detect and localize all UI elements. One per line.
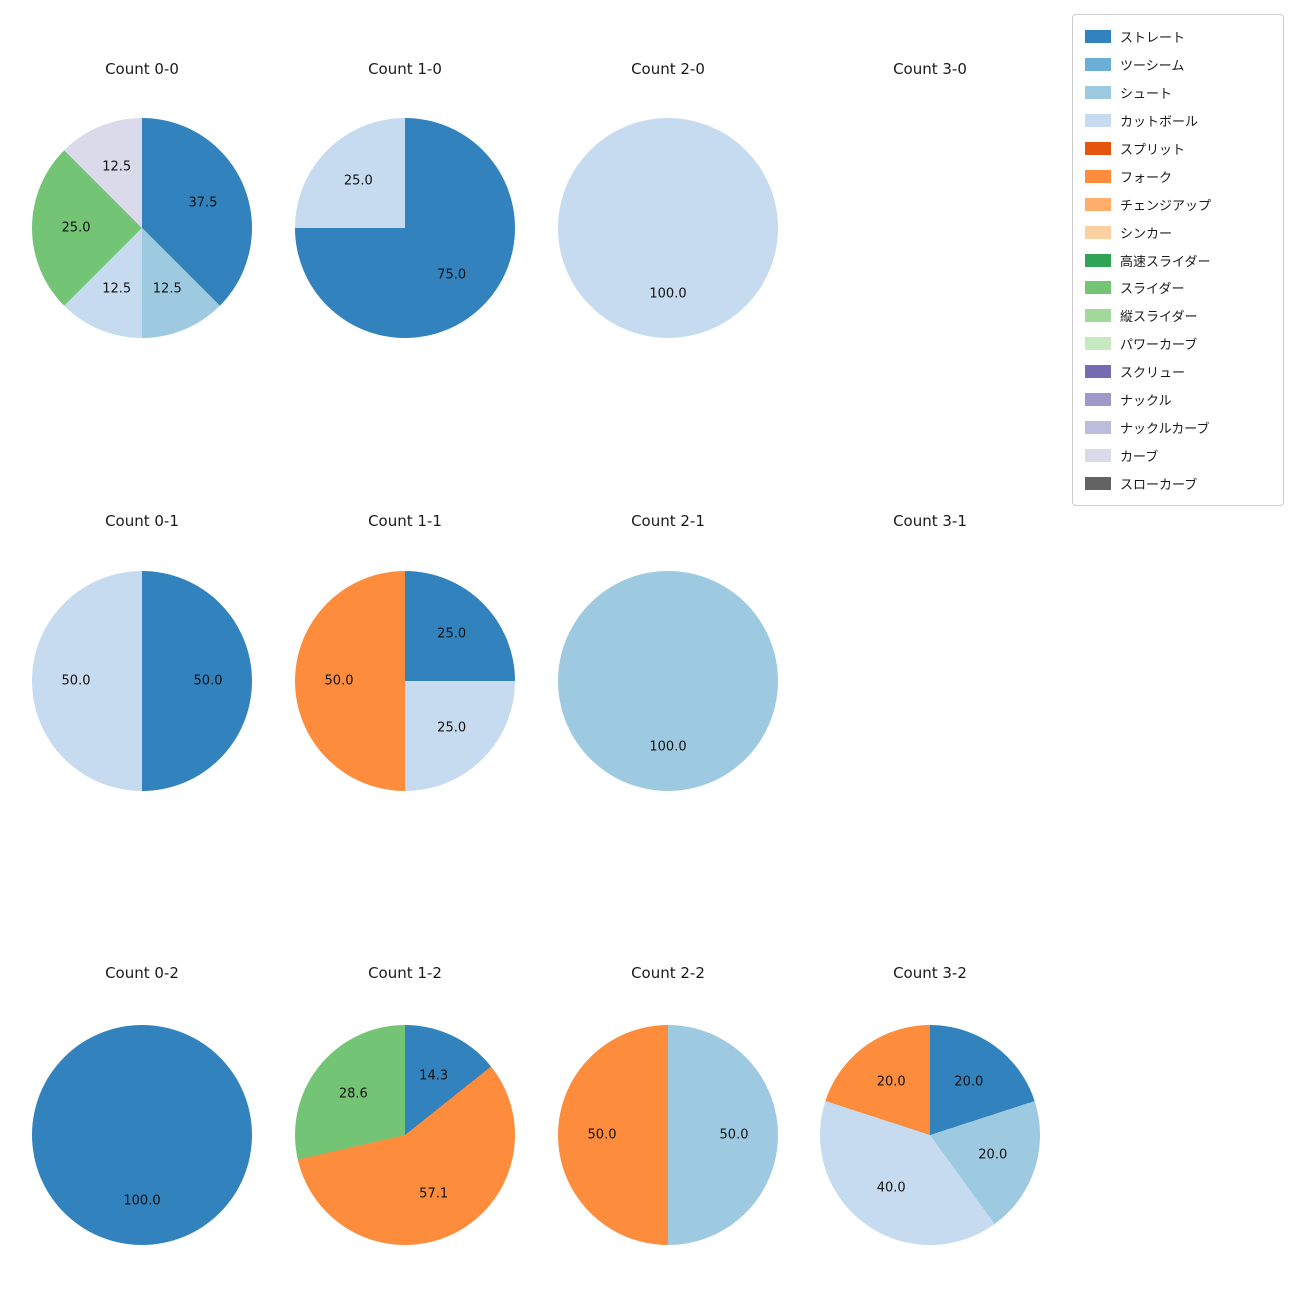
legend-item: カーブ bbox=[1085, 441, 1271, 469]
legend-label: 縦スライダー bbox=[1120, 310, 1198, 326]
legend-item: シュート bbox=[1085, 79, 1271, 107]
legend-item: 高速スライダー bbox=[1085, 246, 1271, 274]
legend-item: ナックル bbox=[1085, 386, 1271, 414]
legend-label: ナックル bbox=[1120, 394, 1172, 410]
legend-item: パワーカーブ bbox=[1085, 330, 1271, 358]
legend-color-swatch bbox=[1085, 365, 1111, 379]
legend-label: シュート bbox=[1120, 87, 1173, 103]
chart-title: Count 0-0 bbox=[105, 60, 179, 78]
legend-label: ツーシーム bbox=[1120, 59, 1185, 75]
slice-percentage-label: 75.0 bbox=[437, 267, 467, 283]
slice-percentage-label: 28.6 bbox=[338, 1086, 368, 1102]
slice-percentage-label: 12.5 bbox=[102, 281, 132, 297]
legend-item: フォーク bbox=[1085, 162, 1271, 190]
legend-color-swatch bbox=[1085, 58, 1111, 72]
pie-chart bbox=[558, 1025, 778, 1245]
pie-chart bbox=[295, 571, 515, 791]
slice-percentage-label: 20.0 bbox=[978, 1147, 1008, 1163]
slice-percentage-label: 50.0 bbox=[61, 673, 91, 689]
pie-chart bbox=[32, 571, 252, 791]
slice-percentage-label: 100.0 bbox=[123, 1193, 161, 1209]
legend-item: シンカー bbox=[1085, 218, 1271, 246]
legend-label: パワーカーブ bbox=[1120, 338, 1198, 354]
chart-title: Count 1-0 bbox=[368, 60, 442, 78]
legend-item: チェンジアップ bbox=[1085, 190, 1271, 218]
legend-label: スライダー bbox=[1120, 282, 1185, 298]
legend-color-swatch bbox=[1085, 225, 1111, 239]
pie-chart bbox=[32, 118, 252, 338]
legend-label: フォーク bbox=[1120, 170, 1173, 186]
legend-label: ナックルカーブ bbox=[1120, 421, 1210, 437]
slice-percentage-label: 50.0 bbox=[193, 673, 223, 689]
legend-color-swatch bbox=[1085, 337, 1111, 351]
slice-percentage-label: 50.0 bbox=[587, 1127, 617, 1143]
slice-percentage-label: 12.5 bbox=[152, 281, 182, 297]
slice-percentage-label: 100.0 bbox=[649, 286, 687, 302]
chart-title: Count 3-2 bbox=[893, 964, 967, 982]
legend-item: スライダー bbox=[1085, 274, 1271, 302]
legend-label: ストレート bbox=[1120, 31, 1186, 47]
legend-color-swatch bbox=[1085, 448, 1111, 462]
legend-color-swatch bbox=[1085, 476, 1111, 490]
legend-label: スローカーブ bbox=[1120, 477, 1198, 493]
slice-percentage-label: 100.0 bbox=[649, 739, 687, 755]
slice-percentage-label: 37.5 bbox=[188, 195, 218, 211]
slice-percentage-label: 25.0 bbox=[343, 173, 373, 189]
legend-item: ナックルカーブ bbox=[1085, 413, 1271, 441]
legend-item: スローカーブ bbox=[1085, 469, 1271, 497]
legend-color-swatch bbox=[1085, 30, 1111, 44]
slice-percentage-label: 40.0 bbox=[876, 1180, 906, 1196]
slice-percentage-label: 50.0 bbox=[324, 673, 354, 689]
pie-chart bbox=[295, 1025, 515, 1245]
legend-color-swatch bbox=[1085, 142, 1111, 155]
slice-percentage-label: 12.5 bbox=[102, 159, 132, 175]
legend-label: スプリット bbox=[1120, 143, 1186, 158]
slice-percentage-label: 14.3 bbox=[419, 1068, 449, 1084]
pie-chart bbox=[558, 118, 778, 338]
legend-item: 縦スライダー bbox=[1085, 302, 1271, 330]
slice-percentage-label: 20.0 bbox=[876, 1074, 906, 1090]
pie-chart bbox=[295, 118, 515, 338]
legend-color-swatch bbox=[1085, 114, 1111, 128]
legend-color-swatch bbox=[1085, 86, 1111, 100]
legend-item: スプリット bbox=[1085, 135, 1271, 163]
chart-title: Count 1-1 bbox=[368, 512, 442, 530]
legend-item: スクリュー bbox=[1085, 358, 1271, 386]
chart-title: Count 0-1 bbox=[105, 512, 179, 530]
chart-title: Count 3-1 bbox=[893, 512, 967, 530]
slice-percentage-label: 20.0 bbox=[954, 1074, 984, 1090]
legend-color-swatch bbox=[1085, 169, 1111, 183]
chart-title: Count 3-0 bbox=[893, 60, 967, 78]
chart-title: Count 2-2 bbox=[631, 964, 705, 982]
legend-color-swatch bbox=[1085, 197, 1111, 211]
legend-item: カットボール bbox=[1085, 107, 1271, 135]
pitch-type-legend: ストレートツーシームシュートカットボール スプリットフォークチェンジアップ シンカー… bbox=[1072, 14, 1284, 507]
legend-color-swatch bbox=[1085, 309, 1111, 323]
pie-chart bbox=[820, 1025, 1040, 1245]
legend-color-swatch bbox=[1085, 253, 1111, 267]
chart-title: Count 0-2 bbox=[105, 964, 179, 982]
pie-chart bbox=[558, 571, 778, 791]
legend-label: 高速スライダー bbox=[1120, 254, 1211, 270]
slice-percentage-label: 57.1 bbox=[419, 1186, 449, 1202]
legend-item: ツーシーム bbox=[1085, 51, 1271, 79]
slice-percentage-label: 25.0 bbox=[437, 720, 467, 736]
legend-label: カットボール bbox=[1120, 115, 1199, 131]
legend-label: チェンジアップ bbox=[1120, 198, 1212, 214]
slice-percentage-label: 50.0 bbox=[719, 1127, 749, 1143]
legend-color-swatch bbox=[1085, 281, 1111, 295]
legend-color-swatch bbox=[1085, 420, 1111, 434]
legend-label: シンカー bbox=[1120, 226, 1173, 242]
legend-label: スクリュー bbox=[1120, 366, 1186, 382]
pie-chart bbox=[32, 1025, 252, 1245]
slice-percentage-label: 25.0 bbox=[61, 220, 91, 236]
legend-color-swatch bbox=[1085, 393, 1111, 407]
chart-title: Count 1-2 bbox=[368, 964, 442, 982]
slice-percentage-label: 25.0 bbox=[437, 626, 467, 642]
legend-label: カーブ bbox=[1120, 449, 1159, 465]
legend-item: ストレート bbox=[1085, 23, 1271, 51]
chart-title: Count 2-1 bbox=[631, 512, 705, 530]
chart-title: Count 2-0 bbox=[631, 60, 705, 78]
